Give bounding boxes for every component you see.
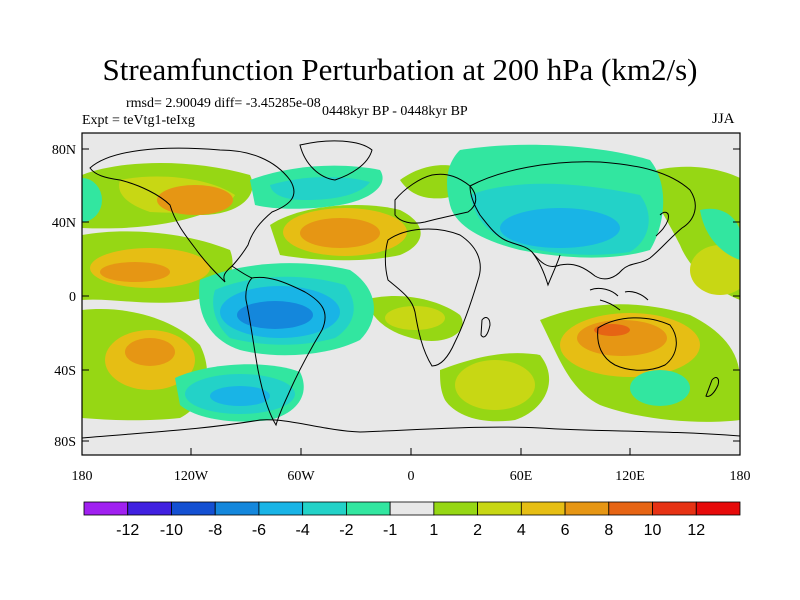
lat-tick-0: 0 xyxy=(69,290,76,305)
colorbar-swatch xyxy=(302,501,347,516)
colorbar-swatch xyxy=(345,501,391,516)
colorbar-swatch xyxy=(608,501,653,516)
contour-east-pacific-high xyxy=(100,262,170,282)
colorbar-swatch xyxy=(389,501,435,516)
lon-tick-180w: 180 xyxy=(72,469,93,484)
colorbar-swatch xyxy=(564,501,610,516)
colorbar-swatch xyxy=(695,501,741,516)
colorbar-label: 12 xyxy=(687,522,705,539)
stats-line: rmsd= 2.90049 diff= -3.45285e-08 xyxy=(126,96,321,111)
colorbar-swatch xyxy=(171,501,216,516)
colorbar-label: 2 xyxy=(473,522,482,539)
colorbar-label: 6 xyxy=(561,522,570,539)
colorbar-swatch xyxy=(520,501,566,516)
positive-anomaly-regions xyxy=(82,162,740,422)
coastlines xyxy=(82,140,740,439)
contour-north-pacific-high xyxy=(157,185,233,215)
colorbar-label: 1 xyxy=(429,522,438,539)
colorbar-label: -4 xyxy=(296,522,310,539)
lon-tick-180e: 180 xyxy=(730,469,751,484)
lon-tick-60e: 60E xyxy=(510,469,533,484)
lon-tick-120w: 120W xyxy=(174,469,209,484)
contour-south-pacific-high xyxy=(125,338,175,366)
lon-tick-0: 0 xyxy=(408,469,415,484)
lat-tick-40s: 40S xyxy=(54,364,76,379)
latitude-labels: 80N 40N 0 40S 80S xyxy=(52,143,76,450)
contour-southern-ocean-low xyxy=(210,386,270,406)
lat-tick-80n: 80N xyxy=(52,143,76,158)
lon-tick-120e: 120E xyxy=(615,469,645,484)
colorbar-swatch xyxy=(83,501,129,516)
lat-tick-40n: 40N xyxy=(52,216,76,231)
colorbar-label: -2 xyxy=(339,522,353,539)
colorbar-swatch xyxy=(433,501,479,516)
colorbar-label: 10 xyxy=(644,522,662,539)
colorbar-swatch xyxy=(214,501,260,516)
colorbar-swatch xyxy=(477,501,522,516)
lon-tick-60w: 60W xyxy=(287,469,315,484)
colorbar-label: -12 xyxy=(116,522,139,539)
colorbar-labels: -12 -10 -8 -6 -4 -2 -1 1 2 4 6 8 10 12 xyxy=(116,522,705,539)
colorbar-swatch xyxy=(652,501,697,516)
negative-anomaly-regions xyxy=(82,144,740,422)
season-label: JJA xyxy=(712,111,735,127)
colorbar-label: -6 xyxy=(252,522,266,539)
colorbar-label: -1 xyxy=(383,522,397,539)
experiment-label: Expt = teVtg1-teIxg xyxy=(82,113,195,128)
contour-atlantic-high xyxy=(300,218,380,248)
colorbar-swatch xyxy=(127,501,172,516)
latitude-axis xyxy=(82,148,740,442)
longitude-axis xyxy=(81,448,741,455)
colorbar-label: -10 xyxy=(160,522,183,539)
field-contours xyxy=(82,144,740,422)
longitude-labels: 180 120W 60W 0 60E 120E 180 xyxy=(72,469,751,484)
chart-title: Streamfunction Perturbation at 200 hPa (… xyxy=(102,52,698,87)
lat-tick-80s: 80S xyxy=(54,435,76,450)
colorbar xyxy=(83,501,741,516)
contour-asian-low xyxy=(500,208,620,248)
colorbar-label: 4 xyxy=(517,522,526,539)
colorbar-label: 8 xyxy=(604,522,613,539)
contour-south-america-low xyxy=(237,301,313,329)
colorbar-swatch xyxy=(258,501,304,516)
colorbar-label: -8 xyxy=(208,522,222,539)
period-label: 0448kyr BP - 0448kyr BP xyxy=(322,104,468,119)
